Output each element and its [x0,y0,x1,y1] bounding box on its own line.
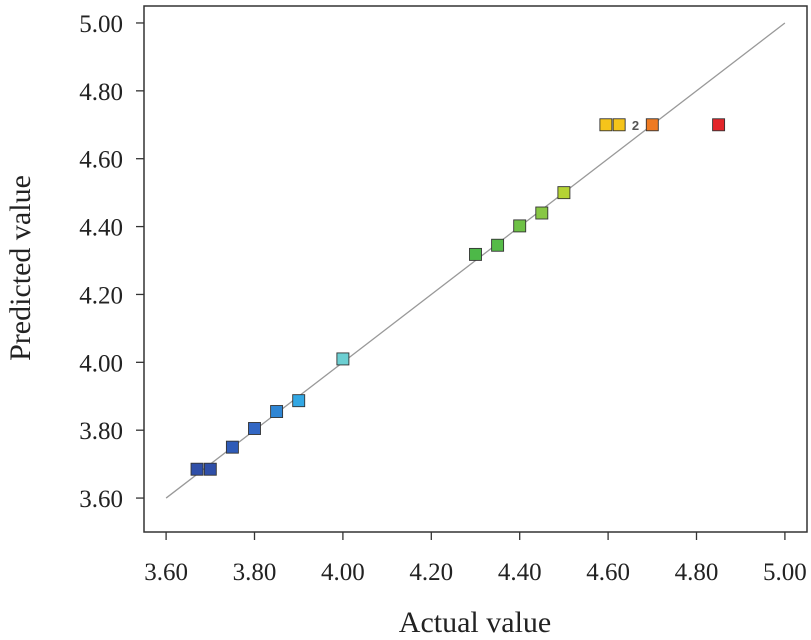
data-point [292,394,306,408]
plot-frame [143,5,808,533]
annotations: 2 [632,118,639,133]
data-point [270,405,284,418]
data-point [248,422,261,435]
y-tick-label: 4.00 [79,350,123,377]
y-tick-label: 4.20 [79,282,123,309]
data-point [469,247,482,261]
x-tick-label: 4.20 [409,559,453,586]
y-tick-label: 3.60 [79,486,123,513]
data-point [645,118,659,132]
y-tick-label: 4.80 [79,79,123,106]
x-tick-label: 3.80 [233,559,277,586]
y-axis-ticks: 3.60 3.80 4.00 4.20 4.40 4.60 4.80 5.00 [79,11,144,513]
y-tick-label: 4.60 [79,147,123,174]
y-tick-label: 3.80 [79,418,123,445]
data-point [557,186,571,200]
data-point [336,352,350,366]
x-tick-label: 4.00 [321,559,365,586]
x-tick-label: 4.80 [675,559,719,586]
data-point [535,206,549,220]
data-point [513,219,527,233]
y-axis-title: Predicted value [4,175,37,361]
data-point [203,462,217,476]
data-point [712,118,726,132]
x-tick-label: 3.60 [144,559,188,586]
x-axis-title: Actual value [399,606,551,639]
y-tick-label: 4.40 [79,215,123,242]
x-tick-label: 5.00 [763,559,807,586]
x-axis-ticks: 3.60 3.80 4.00 4.20 4.40 4.60 4.80 5.00 [144,532,807,586]
data-points [190,118,726,476]
data-point [225,440,239,454]
y-tick-label: 5.00 [79,11,123,38]
point-count-label: 2 [632,118,639,133]
x-tick-label: 4.60 [586,559,630,586]
data-point [612,118,626,132]
data-point [599,118,613,132]
x-tick-label: 4.40 [498,559,542,586]
data-point [190,462,204,476]
data-point [491,238,505,252]
